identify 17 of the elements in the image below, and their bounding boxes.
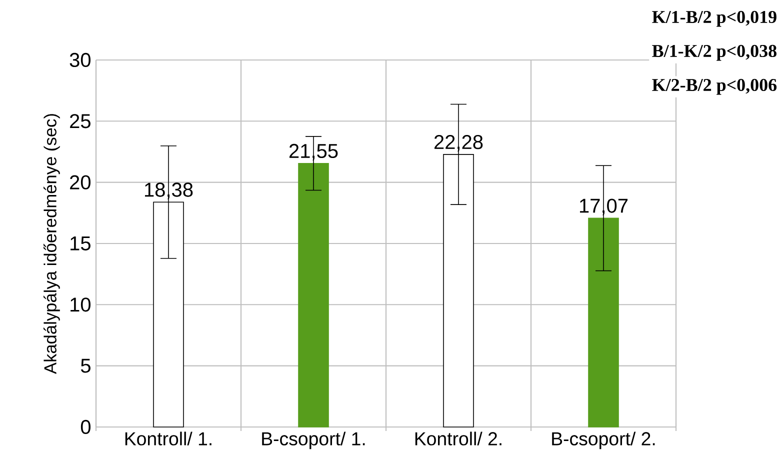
y-tick-label: 20 (70, 175, 90, 190)
bar (298, 162, 329, 428)
y-tick-label: 15 (70, 236, 90, 250)
y-tick-label: 5 (80, 358, 90, 373)
bar (588, 218, 619, 428)
annotation: K/2-B/2 p<0,006 (652, 78, 777, 95)
x-tick-label: B-csoport/ 1. (262, 432, 365, 450)
x-tick-label: Kontroll/ 2. (415, 432, 502, 446)
annotation: B/1-K/2 p<0,038 (652, 44, 776, 61)
x-tick-label: B-csoport/ 2. (552, 432, 655, 450)
text: K/1-B/2 p<0,019 (652, 10, 776, 27)
y-axis-title: Akadálypálya időeredménye (sec) (44, 114, 60, 374)
y-tick-label: 10 (70, 298, 90, 312)
y-tick-label: 0 (80, 420, 90, 434)
x-tick-label: Kontroll/ 1. (125, 432, 212, 446)
y-tick-label: 30 (70, 52, 90, 68)
y-tick-label: 25 (70, 114, 90, 128)
